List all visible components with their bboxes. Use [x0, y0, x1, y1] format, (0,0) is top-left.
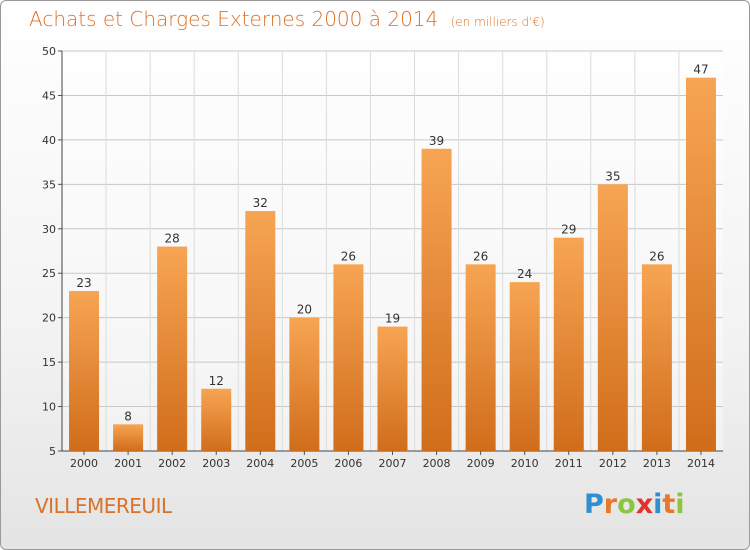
- logo-letter: x: [635, 489, 654, 520]
- bar: [333, 264, 364, 451]
- y-tick-label: 40: [42, 134, 56, 147]
- bar: [641, 264, 672, 451]
- x-tick-label: 2007: [379, 457, 407, 470]
- chart-title-text: Achats et Charges Externes 2000 à 2014: [29, 7, 439, 31]
- data-label: 32: [253, 196, 268, 210]
- logo-letter: i: [653, 489, 663, 520]
- x-tick-label: 2010: [511, 457, 539, 470]
- data-label: 26: [649, 249, 664, 263]
- bar: [113, 424, 144, 451]
- logo-letter: t: [662, 489, 676, 520]
- chart-subtitle: (en milliers d'€): [450, 15, 545, 29]
- logo-letter: r: [603, 489, 618, 520]
- x-tick-label: 2002: [158, 457, 186, 470]
- bar: [289, 317, 320, 451]
- commune-name: VILLEMEREUIL: [35, 494, 172, 518]
- data-label: 39: [429, 134, 444, 148]
- data-label: 8: [124, 409, 132, 423]
- y-tick-label: 30: [42, 223, 56, 236]
- data-label: 26: [473, 249, 488, 263]
- y-tick-label: 45: [42, 89, 56, 102]
- y-tick-label: 5: [49, 445, 56, 458]
- data-label: 35: [605, 169, 620, 183]
- y-tick-label: 15: [42, 356, 56, 369]
- x-tick-label: 2004: [246, 457, 274, 470]
- data-label: 12: [209, 374, 224, 388]
- x-tick-label: 2011: [555, 457, 583, 470]
- bar: [377, 326, 408, 451]
- bar: [421, 148, 452, 451]
- data-label: 19: [385, 312, 400, 326]
- proxiti-logo: Proxiti: [584, 489, 685, 520]
- logo-letter: i: [675, 489, 685, 520]
- y-tick-label: 50: [42, 45, 56, 58]
- data-label: 28: [165, 232, 180, 246]
- chart-title: Achats et Charges Externes 2000 à 2014 (…: [29, 7, 545, 31]
- bar: [553, 237, 584, 451]
- x-tick-label: 2001: [114, 457, 142, 470]
- bar: [509, 282, 540, 451]
- logo-letter: P: [584, 489, 604, 520]
- x-tick-label: 2008: [423, 457, 451, 470]
- x-tick-label: 2000: [70, 457, 98, 470]
- x-tick-label: 2013: [643, 457, 671, 470]
- x-tick-label: 2014: [687, 457, 715, 470]
- bar: [201, 388, 232, 451]
- bar: [245, 211, 276, 451]
- data-label: 20: [297, 303, 312, 317]
- y-tick-label: 10: [42, 401, 56, 414]
- data-label: 47: [693, 63, 708, 77]
- y-tick-label: 25: [42, 267, 56, 280]
- x-tick-label: 2012: [599, 457, 627, 470]
- bar: [685, 77, 716, 452]
- data-label: 29: [561, 223, 576, 237]
- bar: [597, 184, 628, 452]
- y-tick-label: 35: [42, 178, 56, 191]
- x-tick-label: 2003: [202, 457, 230, 470]
- x-tick-label: 2005: [290, 457, 318, 470]
- data-label: 24: [517, 267, 532, 281]
- x-tick-label: 2006: [334, 457, 362, 470]
- x-tick-label: 2009: [467, 457, 495, 470]
- bar: [69, 291, 100, 451]
- data-label: 26: [341, 249, 356, 263]
- data-label: 23: [76, 276, 91, 290]
- y-tick-label: 20: [42, 312, 56, 325]
- logo-letter: o: [617, 489, 636, 520]
- bar: [465, 264, 496, 451]
- bar: [157, 246, 188, 451]
